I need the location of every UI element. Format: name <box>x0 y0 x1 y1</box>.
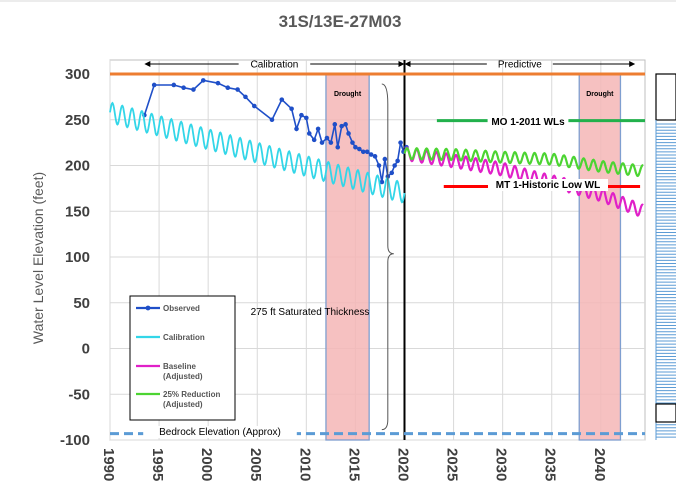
legend-label-1: Calibration <box>163 333 205 342</box>
observed-point <box>181 85 186 91</box>
x-tick-label: 2035 <box>542 448 559 481</box>
y-tick-label: 0 <box>82 341 90 358</box>
y-tick-label: -50 <box>68 386 90 403</box>
x-tick-label: 2020 <box>394 448 411 481</box>
observed-point <box>324 135 330 141</box>
arrowhead <box>398 61 405 67</box>
drought-label-0: Drought <box>334 91 362 98</box>
observed-point <box>279 97 285 102</box>
legend-label-0: Observed <box>163 304 200 313</box>
observed-point <box>319 140 325 145</box>
x-tick-label: 2005 <box>247 448 264 481</box>
observed-point <box>392 163 397 168</box>
y-tick-label: 200 <box>65 158 90 175</box>
observed-point <box>343 122 348 127</box>
x-axis: 1990 1995 2000 2005 2010 2015 2020 2025 2030 2035… <box>100 448 608 481</box>
legend-label-2: Baseline <box>163 362 196 371</box>
y-tick-label: 100 <box>65 249 90 266</box>
arrowhead <box>144 61 151 67</box>
x-tick-label: 1995 <box>149 448 166 481</box>
reference-label-3: Bedrock Elevation (Approx) <box>159 427 281 438</box>
observed-point <box>382 156 388 162</box>
period-label-1: Predictive <box>498 60 542 71</box>
observed-point <box>360 149 366 155</box>
y-tick-label: 250 <box>65 112 90 129</box>
reference-label-bg-2 <box>488 179 608 191</box>
series-calibration-line <box>109 101 406 204</box>
annotations: Drought Drought MO 1-2011 WLs MT 1-Historic… <box>143 83 614 438</box>
observed-point <box>379 179 385 185</box>
y-tick-label: 300 <box>65 66 90 83</box>
x-tick-label: 2000 <box>198 448 215 481</box>
observed-point <box>328 140 334 145</box>
y-tick-label: 150 <box>65 203 90 220</box>
arrowhead <box>629 61 636 67</box>
observed-point <box>376 163 382 168</box>
y-tick-label: 50 <box>73 295 90 312</box>
reference-label-1: MO 1-2011 WLs <box>491 117 565 128</box>
observed-point <box>332 122 338 127</box>
observed-point <box>357 146 362 152</box>
observed-point <box>171 82 177 88</box>
x-tick-label: 2030 <box>493 448 510 481</box>
observed-point <box>243 94 248 100</box>
observed-point <box>299 112 304 118</box>
x-tick-label: 2025 <box>444 448 461 481</box>
observed-point <box>364 149 370 155</box>
observed-point <box>395 158 400 164</box>
observed-point <box>289 106 294 112</box>
observed-point <box>350 140 355 145</box>
x-tick-label: 2015 <box>345 448 362 481</box>
observed-point <box>339 123 344 129</box>
observed-point <box>389 170 395 176</box>
observed-point <box>353 144 358 150</box>
observed-point <box>151 82 157 88</box>
x-tick-label: 2010 <box>296 448 313 481</box>
observed-point <box>346 131 351 136</box>
observed-point <box>372 154 378 159</box>
observed-point <box>304 115 309 121</box>
legend-label-2-line2: (Adjusted) <box>163 372 203 381</box>
saturated-thickness-brace <box>381 83 394 431</box>
observed-point <box>191 87 196 92</box>
observed-point <box>252 103 257 109</box>
legend-label-3-line2: (Adjusted) <box>163 400 203 409</box>
chart-title: 31S/13E-27M03 <box>279 12 402 31</box>
observed-point <box>311 137 317 143</box>
observed-point <box>368 152 374 157</box>
well-diagram <box>655 73 676 440</box>
drought-label-1: Drought <box>586 91 614 98</box>
observed-point <box>315 126 321 132</box>
legend-marker <box>145 305 151 311</box>
observed-point <box>200 78 206 83</box>
y-axis: 300 250 200 150 100 50 0 -50 -100 <box>60 66 90 449</box>
x-tick-label: 2040 <box>591 448 608 481</box>
observed-point <box>215 80 221 86</box>
arrowhead <box>404 61 411 67</box>
period-label-0: Calibration <box>251 60 299 71</box>
legend-label-3: 25% Reduction <box>163 390 220 399</box>
observed-point <box>235 87 240 92</box>
y-axis-label: Water Level Elevation (feet) <box>30 172 46 344</box>
observed-point <box>225 85 231 91</box>
observed-point <box>306 131 312 136</box>
reference-label-bg-3 <box>143 426 297 438</box>
observed-point <box>269 117 275 123</box>
observed-point <box>398 140 403 145</box>
drought-band-1 <box>578 73 622 441</box>
saturated-thickness-label: 275 ft Saturated Thickness <box>251 307 370 318</box>
period-arrows: Calibration Predictive <box>144 60 636 71</box>
y-tick-label: -100 <box>60 432 90 449</box>
x-tick-label: 1990 <box>100 448 117 481</box>
observed-point <box>335 144 341 150</box>
legend: ObservedCalibrationBaseline(Adjusted)25%… <box>129 295 236 421</box>
reference-label-2: MT 1-Historic Low WL <box>496 180 600 191</box>
reference-label-bg-1 <box>487 116 569 128</box>
series-3-line <box>403 146 644 178</box>
observed-point <box>294 126 299 132</box>
